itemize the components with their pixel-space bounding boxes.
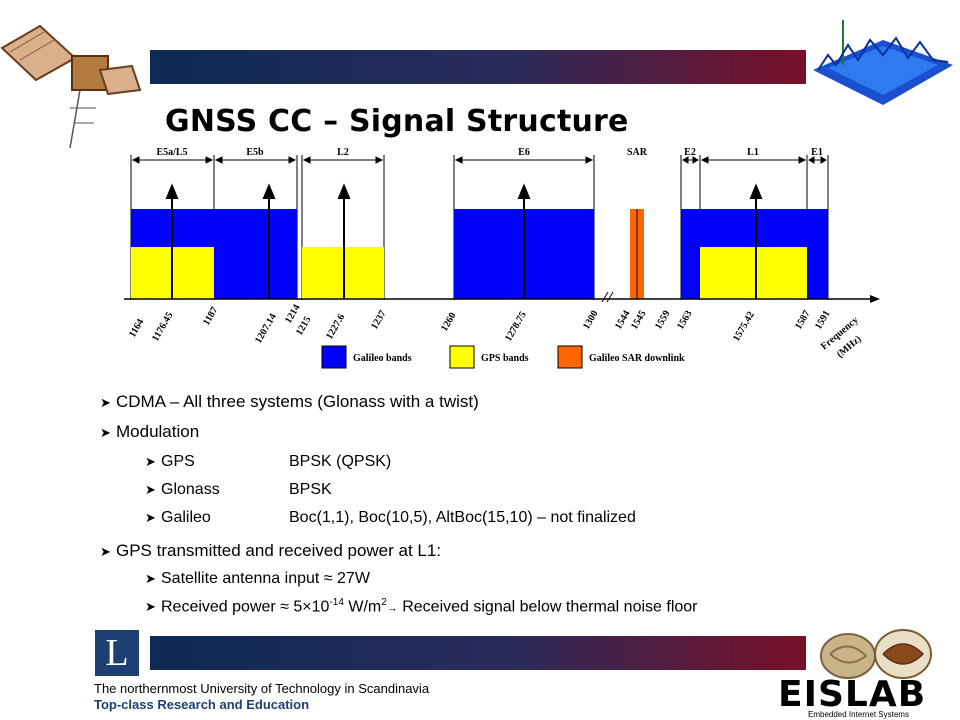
legend-swatch-gps — [449, 345, 475, 369]
band-label-e2: E2 — [684, 147, 696, 158]
legend-label-gps: GPS bands — [481, 353, 529, 364]
bullet-text: Modulation — [116, 422, 200, 441]
arrow-bullet-icon: ➤ — [145, 510, 156, 525]
right-arrow-icon: → — [386, 602, 398, 615]
legend-swatch-galileo — [321, 345, 347, 369]
legend-swatch-sar — [557, 345, 583, 369]
bullet-sat-power: ➤ Satellite antenna input ≈ 27W — [145, 570, 370, 588]
bullet-power: ➤ GPS transmitted and received power at L… — [100, 541, 441, 561]
system-name: GPS — [161, 453, 195, 470]
band-label-e6: E6 — [518, 147, 530, 158]
modulation-value: BPSK (QPSK) — [289, 453, 392, 470]
bullet-text: GPS transmitted and received power at L1… — [116, 541, 442, 560]
freq-label: 1237 — [369, 309, 389, 332]
arrow-bullet-icon: ➤ — [100, 395, 111, 410]
arrow-bullet-icon: ➤ — [145, 454, 156, 469]
freq-label: 1278.75 — [503, 310, 529, 344]
freq-label: 1260 — [439, 311, 459, 334]
exponent: -14 — [329, 597, 344, 608]
eislab-logo: EISLAB — [778, 674, 927, 715]
legend-label-galileo: Galileo bands — [353, 353, 412, 364]
system-name: Glonass — [161, 481, 220, 498]
band-label-sar: SAR — [627, 147, 648, 158]
freq-label: 1591 — [813, 309, 833, 332]
freq-label: 1587 — [793, 309, 813, 332]
band-label-e5a: E5a/L5 — [156, 147, 187, 158]
band-l1-gps — [700, 247, 807, 299]
arrow-bullet-icon: ➤ — [100, 544, 111, 559]
eislab-subtitle: Embedded Internet Systems — [808, 710, 909, 719]
freq-label: 1575.42 — [731, 310, 757, 344]
arrow-bullet-icon: ➤ — [145, 599, 156, 615]
bullet-galileo: ➤ Galileo Boc(1,1), Boc(10,5), AltBoc(15,1… — [145, 509, 636, 527]
spectrum-3d-icon — [813, 20, 953, 105]
modulation-value: BPSK — [289, 481, 332, 498]
system-name: Galileo — [161, 509, 211, 526]
bullet-cdma: ➤ CDMA – All three systems (Glonass with … — [100, 392, 479, 412]
freq-label: 1559 — [653, 309, 673, 332]
bullet-modulation: ➤ Modulation — [100, 422, 199, 442]
bullet-text: Received signal below thermal noise floo… — [397, 598, 698, 616]
exponent: 2 — [381, 597, 387, 608]
band-label-e5b: E5b — [246, 147, 264, 158]
arrow-bullet-icon: ➤ — [100, 425, 111, 440]
university-tagline-1: The northernmost University of Technolog… — [94, 681, 430, 696]
satellite-icon — [0, 24, 142, 149]
freq-label: 1207.14 — [253, 312, 279, 346]
bullet-gps: ➤ GPS BPSK (QPSK) — [145, 453, 391, 471]
bullet-text: Received power ≈ 5×10 — [161, 598, 330, 616]
freq-label: 1227.6 — [324, 312, 347, 341]
modulation-value: Boc(1,1), Boc(10,5), AltBoc(15,10) – not… — [289, 509, 636, 526]
freq-label: 1563 — [675, 309, 695, 332]
freq-label: 1300 — [581, 309, 601, 332]
unit: W/m — [343, 598, 382, 616]
band-label-l1: L1 — [747, 147, 759, 158]
arrow-bullet-icon: ➤ — [145, 482, 156, 497]
freq-label: 1164 — [127, 317, 146, 339]
page-title: GNSS CC – Signal Structure — [165, 104, 629, 139]
bullet-text: CDMA – All three systems (Glonass with a… — [116, 392, 479, 411]
bullet-rx-power: ➤ Received power ≈ 5×10-14 W/m2→ Received… — [145, 597, 698, 616]
frequency-plan-diagram: E5a/L5 E5b L2 E6 SAR E2 L1 E1 1164 1176.… — [124, 147, 880, 369]
freq-label: 1176.45 — [150, 310, 176, 343]
legend-label-sar: Galileo SAR downlink — [589, 353, 685, 364]
freq-label: 1544 — [613, 309, 633, 332]
university-tagline-2: Top-class Research and Education — [94, 697, 310, 712]
band-label-e1: E1 — [811, 147, 823, 158]
arrow-bullet-icon: ➤ — [145, 571, 156, 586]
freq-label: 1545 — [629, 309, 649, 332]
bullet-glonass: ➤ Glonass BPSK — [145, 481, 332, 499]
university-logo: L — [95, 630, 139, 676]
footer-bar — [150, 636, 806, 670]
freq-label: 1187 — [201, 305, 220, 327]
walnut-icon — [820, 629, 932, 679]
bullet-text: Satellite antenna input ≈ 27W — [161, 570, 370, 587]
band-label-l2: L2 — [337, 147, 349, 158]
freq-label: 1215 — [294, 315, 314, 338]
header-bar — [150, 50, 806, 84]
